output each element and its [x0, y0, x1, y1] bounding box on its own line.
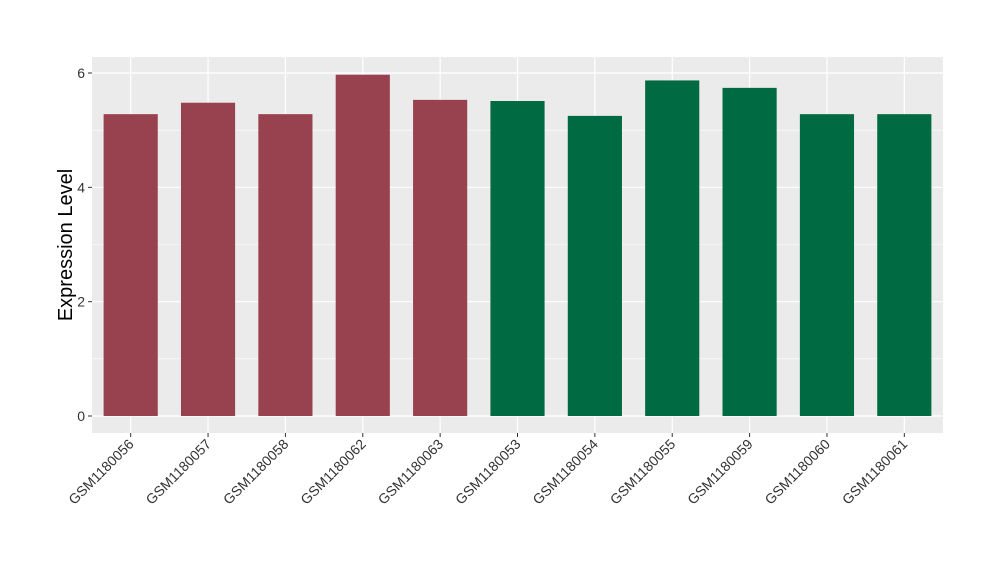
x-tick-label: GSM1180057 [142, 436, 214, 508]
x-tick-label: GSM1180063 [375, 436, 447, 508]
bar-GSM1180054 [567, 115, 622, 416]
x-tick-label: GSM1180054 [529, 436, 601, 508]
x-tick-label: GSM1180061 [839, 436, 911, 508]
y-tick-label: 0 [77, 408, 85, 424]
bar-GSM1180053 [490, 101, 545, 417]
bar-GSM1180056 [103, 114, 158, 416]
bar-GSM1180058 [258, 114, 313, 416]
x-tick-label: GSM1180062 [297, 436, 369, 508]
bars [103, 74, 932, 417]
bar-GSM1180062 [335, 74, 390, 416]
bar-GSM1180063 [413, 99, 468, 416]
bar-GSM1180059 [722, 87, 777, 416]
x-axis: GSM1180056 GSM1180057 GSM1180058 GSM1180062… [65, 433, 911, 508]
bar-GSM1180057 [180, 102, 236, 416]
x-tick-label: GSM1180053 [452, 436, 524, 508]
x-tick-label: GSM1180058 [220, 436, 292, 508]
y-axis: 0 2 4 6 [77, 65, 92, 424]
y-tick-label: 6 [77, 65, 85, 81]
bar-GSM1180060 [799, 114, 855, 416]
y-axis-title: Expression Level [55, 169, 77, 321]
x-tick-label: GSM1180059 [684, 436, 756, 508]
bar-GSM1180061 [877, 114, 932, 416]
x-tick-label: GSM1180060 [761, 436, 833, 508]
x-tick-label: GSM1180055 [607, 436, 679, 508]
y-tick-label: 4 [77, 179, 85, 195]
bar-GSM1180055 [645, 80, 700, 416]
x-tick-label: GSM1180056 [65, 436, 137, 508]
y-tick-label: 2 [77, 294, 85, 310]
